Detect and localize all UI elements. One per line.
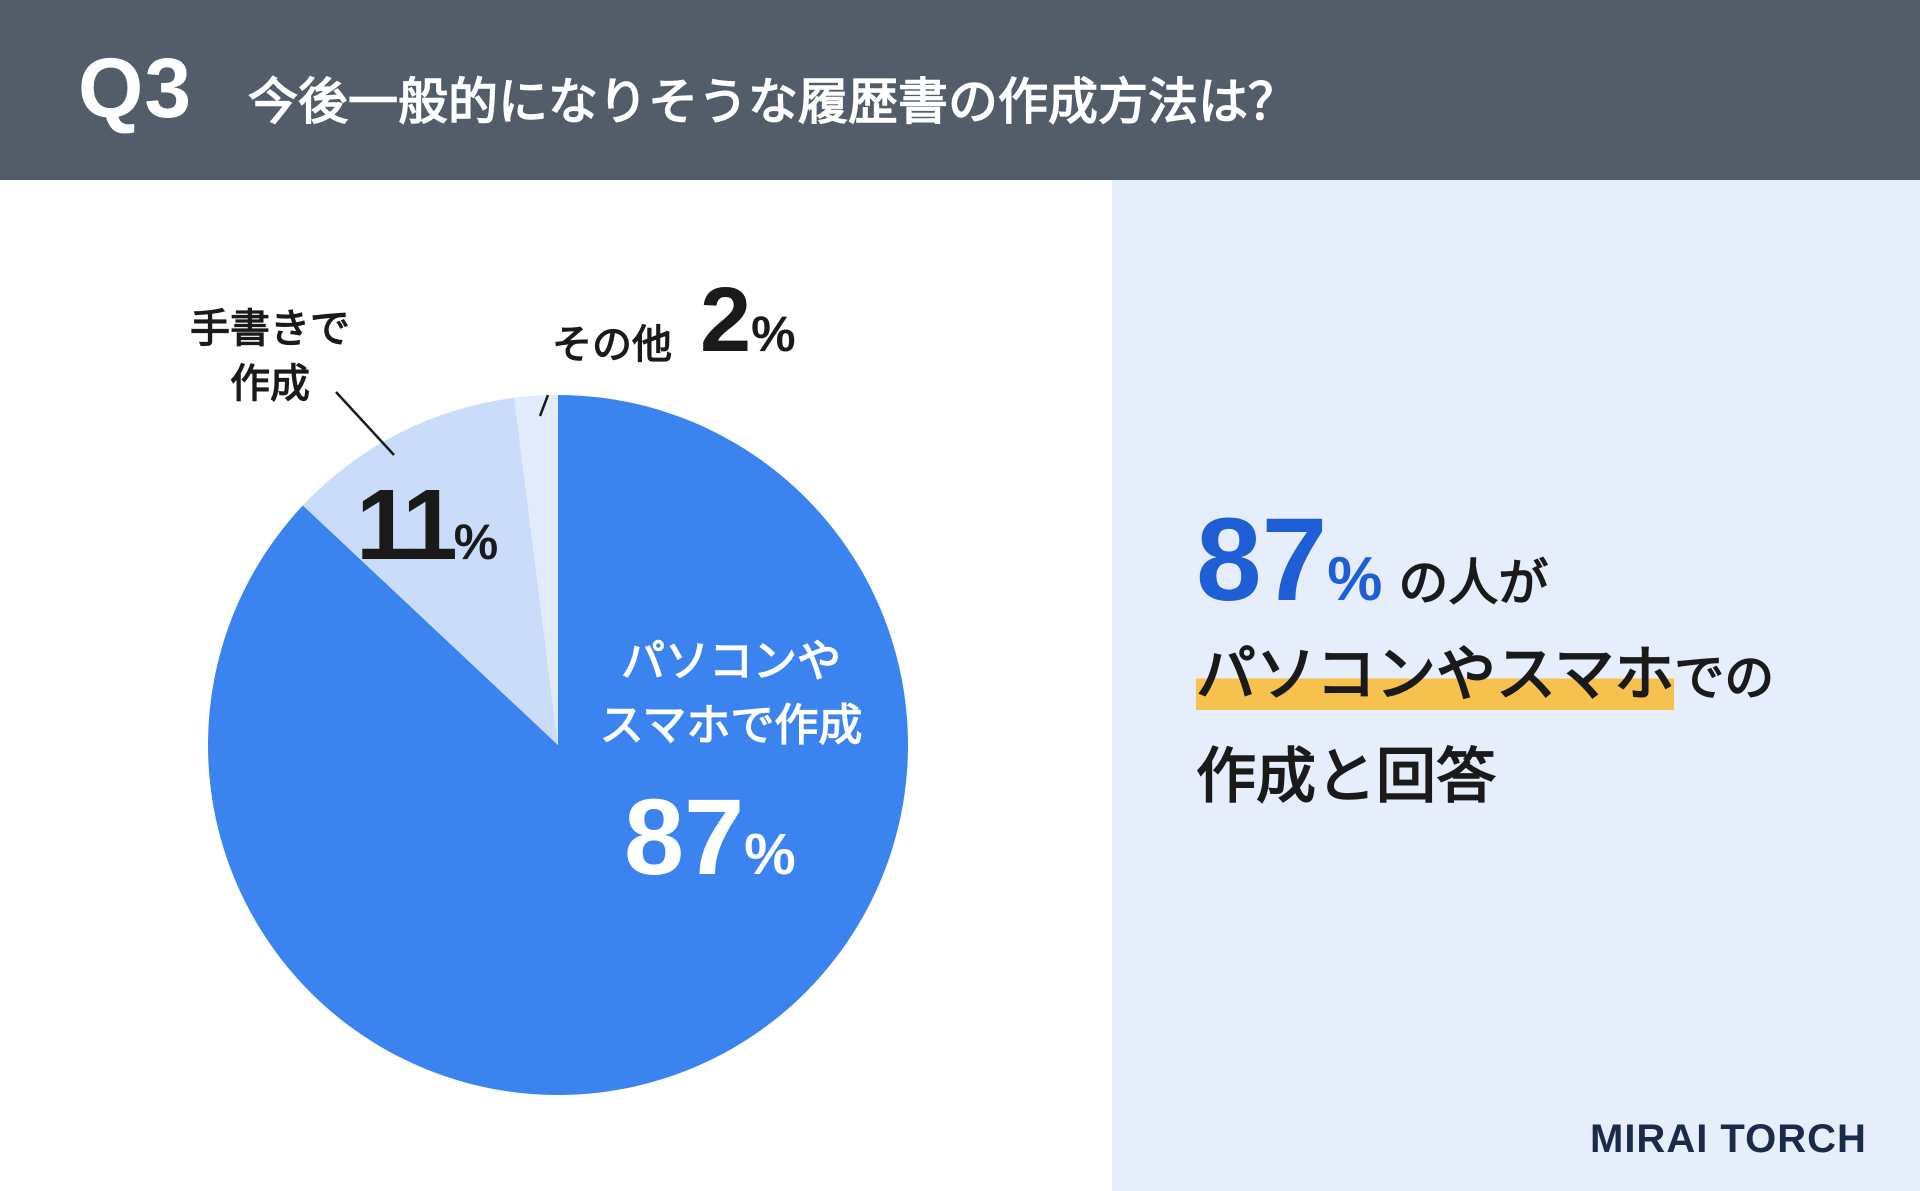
summary-line3: 作成と回答 xyxy=(1196,742,1496,812)
label-other: その他 xyxy=(552,322,672,368)
label-handwritten: 手書きで 作成 xyxy=(170,302,370,412)
summary-line2: パソコンやスマホでの xyxy=(1196,640,1775,710)
label-other-value: 2% xyxy=(700,269,796,371)
summary-line1: 87% の人が xyxy=(1196,494,1549,626)
summary-value: 87 xyxy=(1196,494,1328,626)
label-handwritten-line1: 手書きで xyxy=(190,306,350,352)
header-bar: Q3 今後一般的になりそうな履歴書の作成方法は？ xyxy=(0,0,1920,180)
pie-slice-1 xyxy=(302,397,558,745)
label-pc-smartphone-value: 87% xyxy=(624,776,796,897)
leader-line-handwritten xyxy=(335,391,395,456)
pie-slice-2 xyxy=(514,395,558,745)
label-main-line2: スマホで作成 xyxy=(599,700,863,751)
label-pc-smartphone: パソコンや スマホで作成 xyxy=(566,630,896,758)
label-main-line1: パソコンや xyxy=(621,636,841,687)
brand-logo: MIRAI TORCH xyxy=(1590,1117,1867,1161)
label-handwritten-value: 11% xyxy=(356,469,498,581)
question-number: Q3 xyxy=(78,41,193,135)
question-title: 今後一般的になりそうな履歴書の作成方法は？ xyxy=(248,73,1298,131)
leader-line-other xyxy=(538,394,550,417)
pie-chart xyxy=(207,391,908,1095)
summary-highlight: パソコンやスマホ xyxy=(1196,640,1675,710)
label-handwritten-line2: 作成 xyxy=(230,361,310,407)
